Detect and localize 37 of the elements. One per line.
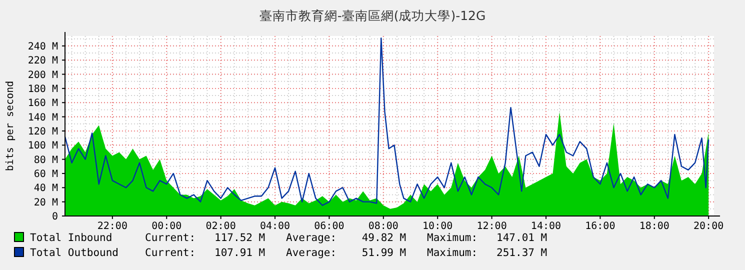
y-tick-label: 180 M <box>28 84 58 95</box>
y-tick-label: 220 M <box>28 56 58 67</box>
text: Average: 49.82 M <box>286 232 406 244</box>
x-tick-label: 06:00 <box>314 221 344 232</box>
text: Current: 107.91 M <box>145 247 266 259</box>
text: Maximum: 147.01 M <box>427 232 548 244</box>
y-tick-label: 0 <box>52 212 58 222</box>
legend-label: Total Inbound <box>30 232 112 244</box>
x-tick-label: 22:00 <box>97 221 128 232</box>
y-tick-label: 200 M <box>28 70 58 81</box>
legend-label: Total Outbound <box>30 247 119 259</box>
x-tick-label: 18:00 <box>639 221 670 232</box>
y-tick-label: 140 M <box>28 112 58 124</box>
y-tick-label: 60 M <box>34 168 58 180</box>
x-tick-label: 08:00 <box>368 221 398 232</box>
y-tick-label: 40 M <box>34 183 58 194</box>
y-tick-label: 120 M <box>28 126 58 138</box>
chart-title: 臺南市教育網-臺南區網(成功大學)-12G <box>259 8 486 23</box>
legend-item: Total Outbound <box>14 247 119 259</box>
y-tick-label: 20 M <box>34 197 58 208</box>
x-tick-label: 04:00 <box>260 221 290 232</box>
text: Current: 117.52 M <box>145 232 266 244</box>
x-tick-label: 14:00 <box>530 221 562 232</box>
text: Average: 51.99 M <box>286 247 406 259</box>
x-tick-label: 20:00 <box>694 221 724 232</box>
y-tick-label: 160 M <box>28 98 58 110</box>
y-tick-label: 100 M <box>28 140 58 152</box>
x-tick-label: 12:00 <box>476 221 507 232</box>
text: Maximum: 251.37 M <box>427 247 548 259</box>
x-tick-label: 16:00 <box>585 221 616 232</box>
legend-item: Total Inbound <box>14 232 112 244</box>
x-tick-label: 02:00 <box>206 221 236 232</box>
y-tick-label: 80 M <box>34 154 58 166</box>
y-tick-label: 240 M <box>28 41 58 52</box>
x-tick-label: 00:00 <box>152 221 182 232</box>
x-tick-label: 10:00 <box>422 221 453 232</box>
y-axis-title: bits per second <box>5 80 16 172</box>
